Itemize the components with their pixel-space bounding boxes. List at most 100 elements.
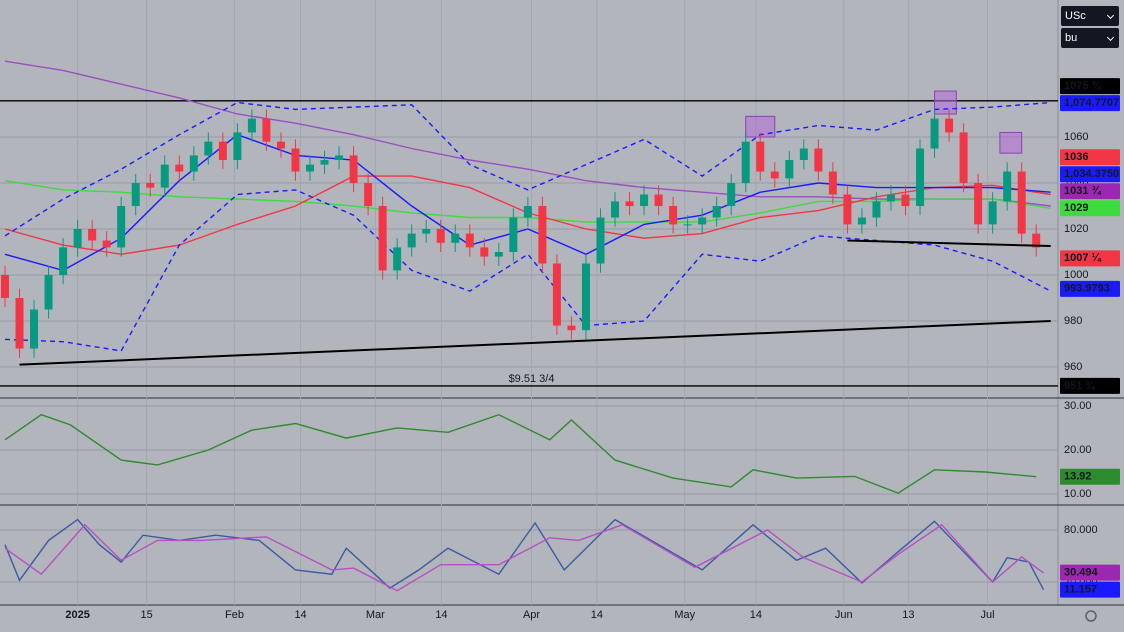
- candle-body: [451, 233, 460, 243]
- candle-body: [901, 194, 910, 207]
- candle-body: [102, 240, 111, 248]
- candle-body: [1032, 233, 1041, 248]
- candle-body: [175, 164, 184, 172]
- level-label: $9.51 3/4: [509, 373, 555, 385]
- candle-body: [407, 233, 416, 248]
- x-tick-label: Jul: [981, 609, 995, 621]
- x-tick-label: 14: [591, 609, 603, 621]
- x-tick-label: Mar: [366, 609, 385, 621]
- candle-body: [988, 201, 997, 225]
- candle-body: [828, 171, 837, 195]
- candle-body: [712, 206, 721, 218]
- candle-body: [814, 148, 823, 172]
- price-tag-label: 1075 ¾: [1064, 80, 1102, 92]
- candle-body: [364, 183, 373, 207]
- x-tick-label: 14: [294, 609, 306, 621]
- price-tag: [1060, 250, 1120, 267]
- candle-body: [959, 132, 968, 184]
- candle-body: [480, 247, 489, 257]
- price-tag-label: 30.494: [1064, 567, 1099, 579]
- candle-body: [974, 183, 983, 225]
- price-tag-label: 1,034.3750: [1064, 168, 1119, 180]
- price-tag-label: 13.92: [1064, 471, 1092, 483]
- indicator-line: [4, 523, 1044, 592]
- candle-body: [538, 206, 547, 264]
- candle-body: [756, 141, 765, 172]
- price-tag: [1060, 200, 1120, 217]
- candle-body: [640, 194, 649, 207]
- candle-body: [930, 118, 939, 149]
- x-tick-label: Jun: [835, 609, 853, 621]
- candle-body: [945, 118, 954, 133]
- x-tick-label: May: [674, 609, 695, 621]
- candle-body: [886, 194, 895, 202]
- candle-body: [611, 201, 620, 218]
- candle-body: [465, 233, 474, 248]
- candle-body: [44, 274, 53, 310]
- y-tick-label: 20.00: [1064, 444, 1092, 456]
- price-tag-label: 1036: [1064, 151, 1088, 163]
- indicator-line: [4, 101, 1051, 237]
- candle-body: [625, 201, 634, 207]
- candle-body: [1003, 171, 1012, 202]
- candle-body: [378, 206, 387, 271]
- candle-body: [436, 229, 445, 243]
- price-tag: [1060, 95, 1120, 112]
- price-tag-label: 1,074.7707: [1064, 97, 1119, 109]
- candle-body: [131, 183, 140, 207]
- candle-body: [204, 141, 213, 156]
- candle-body: [669, 206, 678, 225]
- candle-body: [698, 217, 707, 225]
- candle-body: [291, 148, 300, 172]
- settings-icon[interactable]: [1085, 610, 1097, 622]
- trendline: [19, 319, 1051, 366]
- price-tag: [1060, 564, 1120, 581]
- price-tag: [1060, 581, 1120, 598]
- candle-body: [146, 183, 155, 188]
- candle-body: [1017, 171, 1026, 234]
- candle-body: [233, 132, 242, 161]
- price-tag: [1060, 166, 1120, 183]
- y-tick-label: 10.00: [1064, 488, 1092, 500]
- y-tick-label: 80.000: [1064, 524, 1098, 536]
- candle-body: [494, 251, 503, 257]
- candle-body: [349, 155, 358, 184]
- x-tick-label: 14: [435, 609, 447, 621]
- candle-body: [683, 224, 692, 226]
- candle-body: [218, 141, 227, 161]
- candle-body: [335, 155, 344, 161]
- price-tag-label: 1031 ¾: [1064, 185, 1102, 197]
- candle-body: [160, 164, 169, 188]
- candle-body: [843, 194, 852, 225]
- contract-dropdown[interactable]: bu: [1061, 28, 1119, 48]
- y-tick-label: 1000: [1064, 269, 1088, 281]
- price-tag: [1060, 78, 1120, 95]
- candle-body: [247, 118, 256, 133]
- candle-body: [552, 263, 561, 326]
- y-tick-label: 980: [1064, 315, 1082, 327]
- candle-body: [741, 141, 750, 184]
- y-tick-label: 960: [1064, 361, 1082, 373]
- candle-body: [189, 155, 198, 172]
- trendline: [847, 239, 1051, 248]
- highlight-box: [934, 90, 957, 115]
- candle-body: [276, 141, 285, 149]
- candle-body: [596, 217, 605, 264]
- unit-dropdown[interactable]: USc: [1061, 6, 1119, 26]
- candle-body: [1, 274, 9, 298]
- candle-body: [581, 263, 590, 331]
- candle-body: [422, 229, 431, 234]
- candle-body: [785, 160, 794, 179]
- candle-body: [857, 217, 866, 225]
- price-tag-label: 951 ¾: [1064, 380, 1095, 392]
- price-tag: [1060, 468, 1120, 485]
- candle-body: [799, 148, 808, 161]
- candle-body: [59, 247, 68, 275]
- price-tag: [1060, 183, 1120, 200]
- candle-body: [306, 164, 315, 172]
- candle-body: [567, 325, 576, 331]
- y-tick-label: 1060: [1064, 131, 1088, 143]
- price-tag: [1060, 149, 1120, 166]
- price-tag-label: 993.9793: [1064, 283, 1110, 295]
